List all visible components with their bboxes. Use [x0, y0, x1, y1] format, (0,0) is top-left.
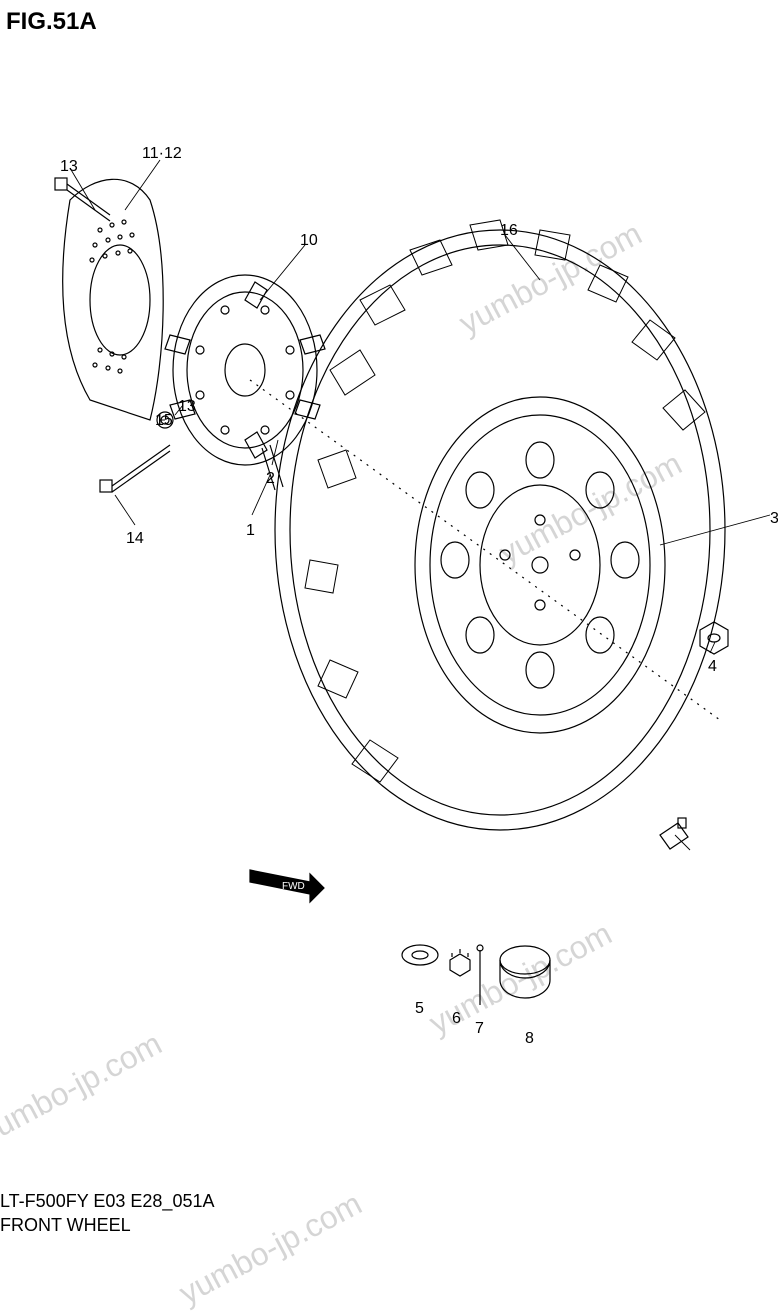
model-line: LT-F500FY E03 E28_051A	[0, 1190, 214, 1213]
bolt-13-upper	[55, 178, 110, 221]
callout-2: 2	[266, 470, 275, 488]
bolt-10	[100, 445, 170, 492]
callout-14: 15	[155, 412, 173, 430]
callout-6: 6	[452, 1010, 461, 1028]
lug-nut	[700, 622, 728, 654]
callout-13: 13	[60, 158, 78, 176]
callout-10: 14	[126, 530, 144, 548]
callout-13b: 13	[178, 398, 196, 416]
callout-1: 1	[246, 522, 255, 540]
callout-3: 3	[770, 510, 778, 528]
tire-wheel-assembly	[275, 220, 725, 830]
callout-9: 10	[300, 232, 318, 250]
callout-4: 4	[708, 658, 717, 676]
callout-11-12: 11·12	[142, 145, 182, 163]
axle-hardware	[402, 945, 550, 1005]
dust-cover	[63, 179, 164, 420]
callout-8: 8	[525, 1030, 534, 1048]
callout-15: 16	[500, 222, 518, 240]
callout-5: 5	[415, 1000, 424, 1018]
callout-7: 7	[475, 1020, 484, 1038]
fwd-text: FWD	[282, 881, 305, 892]
figure-footer: LT-F500FY E03 E28_051A FRONT WHEEL	[0, 1190, 214, 1237]
exploded-diagram: FWD	[0, 0, 778, 1247]
hub-disc	[165, 275, 325, 490]
part-name: FRONT WHEEL	[0, 1214, 214, 1237]
